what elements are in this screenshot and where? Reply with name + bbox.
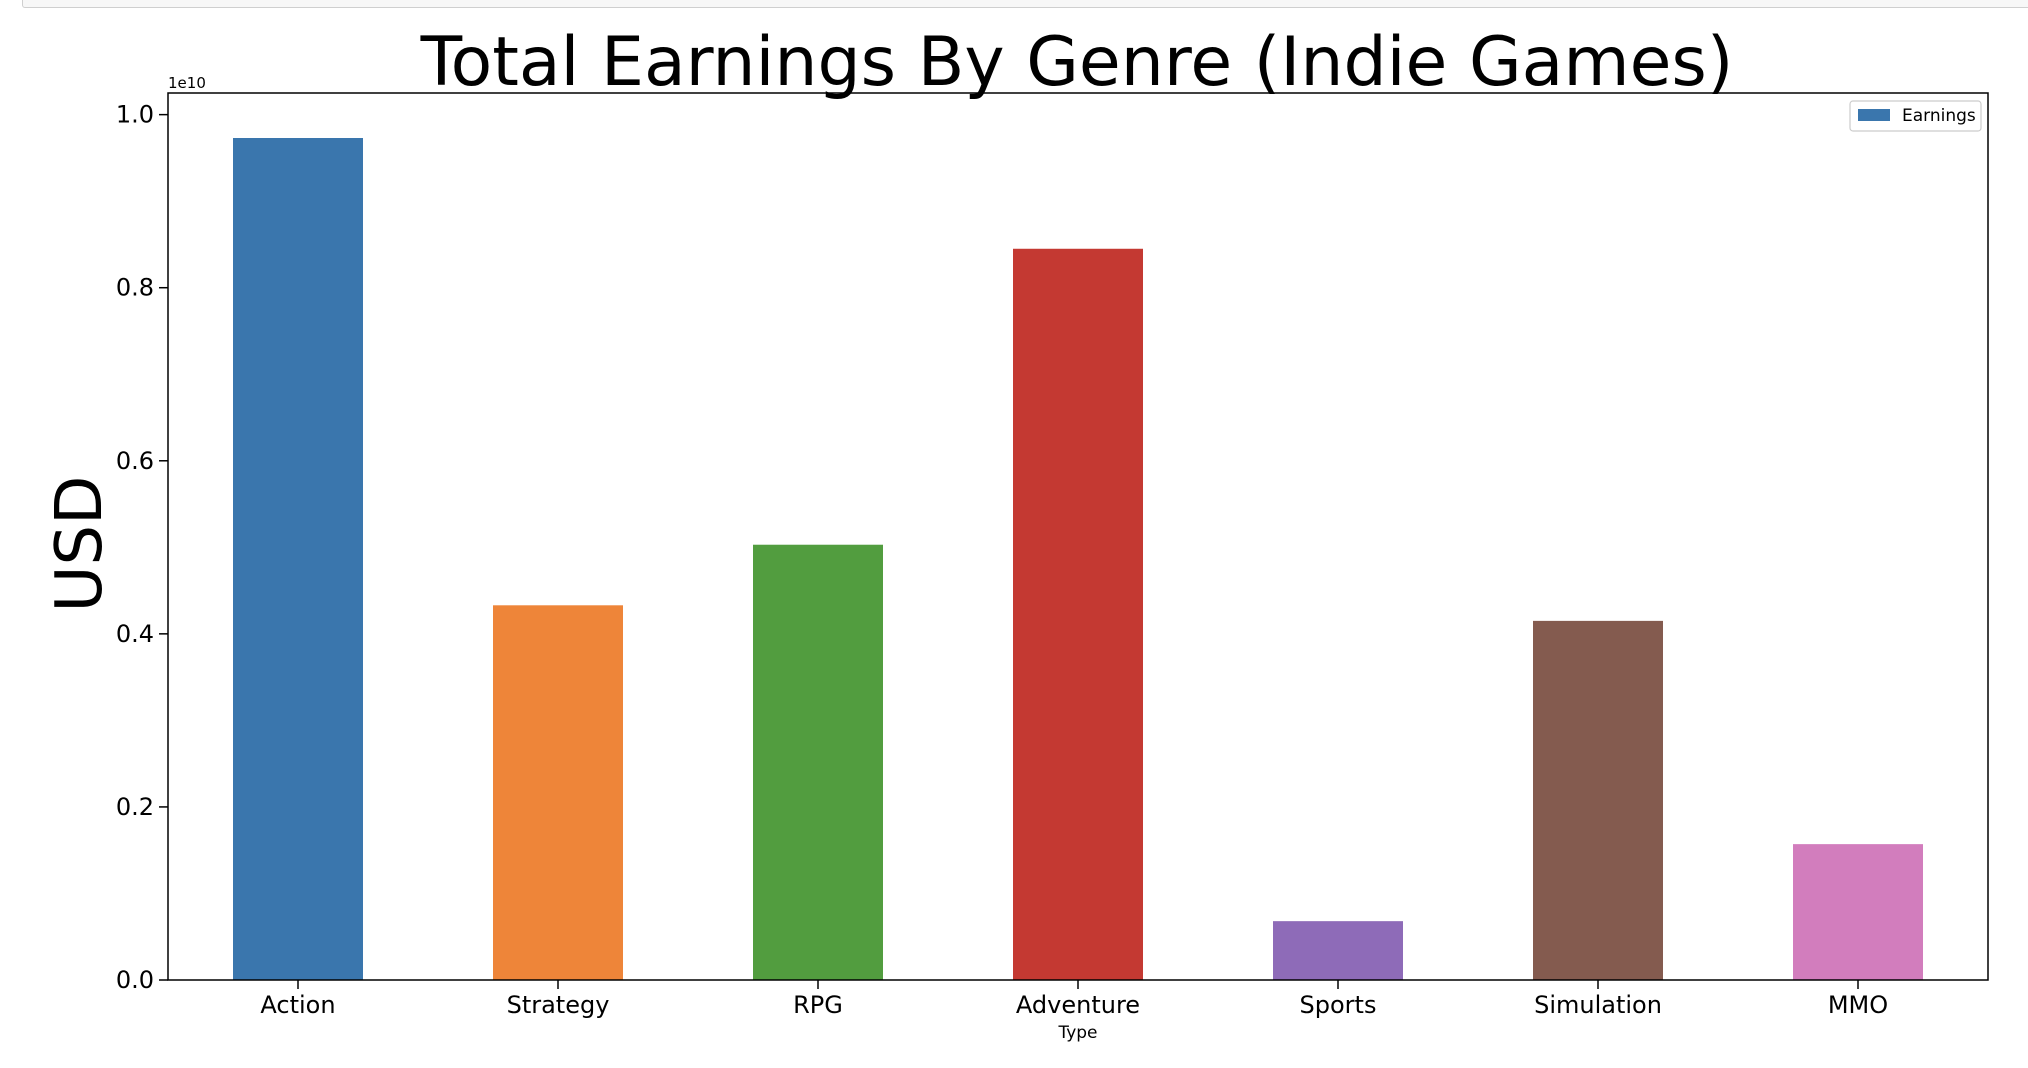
y-axis: 0.0 0.2 0.4 0.6 0.8 1.0 (116, 101, 168, 994)
y-axis-label: USD (43, 476, 117, 613)
y-tick-label: 0.6 (116, 447, 154, 475)
y-tick-label: 0.2 (116, 793, 154, 821)
chart-legend: Earnings (1849, 100, 1982, 132)
bar-strategy (493, 605, 623, 980)
notebook-cell-frame (22, 0, 2028, 8)
legend-swatch (1858, 109, 1890, 121)
x-tick-label: MMO (1828, 991, 1888, 1019)
x-tick-label: Action (260, 991, 335, 1019)
bar-rpg (753, 544, 883, 980)
x-axis-label: Type (1057, 1023, 1097, 1043)
y-tick-label: 0.8 (116, 274, 154, 302)
x-tick-label: Strategy (507, 991, 610, 1019)
y-tick-label: 1.0 (116, 101, 154, 129)
x-tick-label: RPG (793, 991, 843, 1019)
bar-series (233, 137, 1923, 980)
bar-adventure (1013, 248, 1143, 980)
y-tick-label: 0.4 (116, 620, 154, 648)
bar-simulation (1533, 620, 1663, 980)
x-axis: Action Strategy RPG Adventure Sports Simulati… (260, 980, 1888, 1019)
y-axis-scale-label: 1e10 (168, 74, 206, 92)
x-tick-label: Adventure (1016, 991, 1140, 1019)
chart-title: Total Earnings By Genre (Indie Games) (420, 23, 1734, 102)
plot-frame (167, 92, 1989, 981)
x-tick-label: Simulation (1534, 991, 1662, 1019)
x-tick-label: Sports (1300, 991, 1377, 1019)
bar-action (233, 137, 363, 980)
y-tick-label: 0.0 (116, 966, 154, 994)
legend-label: Earnings (1902, 106, 1976, 126)
bar-sports (1273, 921, 1403, 980)
bar-mmo (1793, 844, 1923, 980)
legend-frame (1849, 100, 1982, 132)
